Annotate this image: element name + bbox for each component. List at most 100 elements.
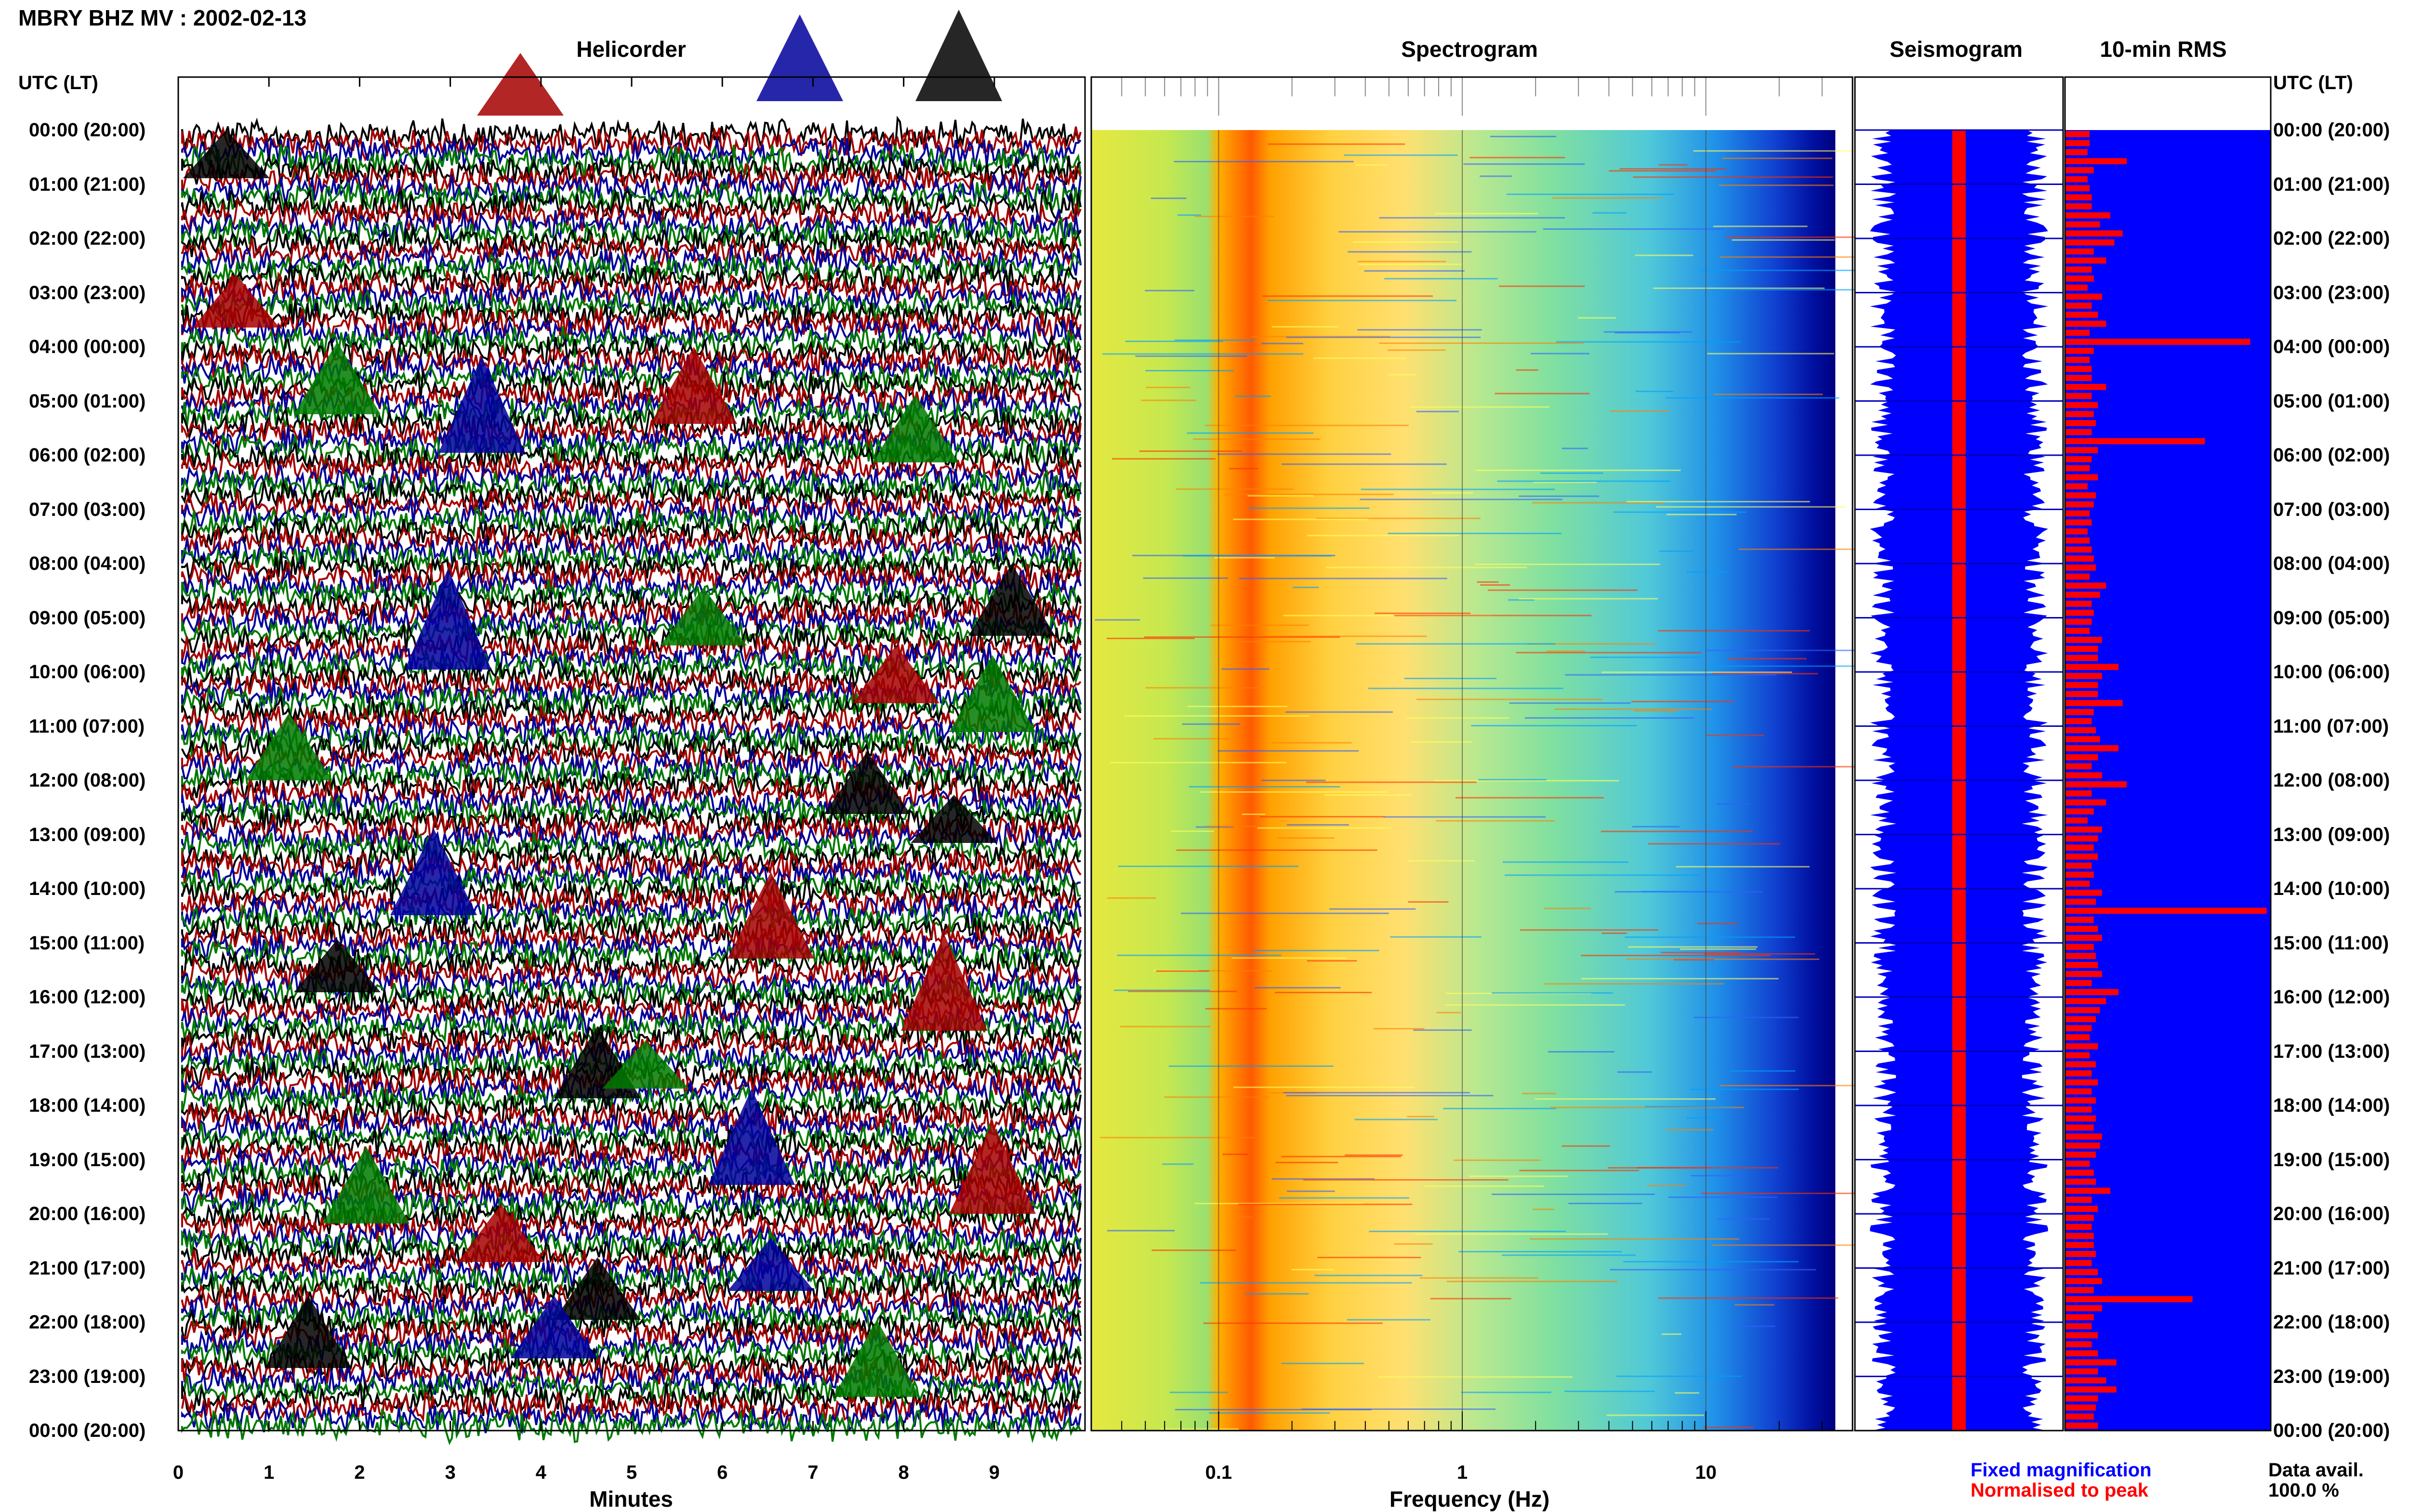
rms-bar	[2065, 320, 2106, 327]
rms-bar	[2065, 628, 2090, 634]
rms-bar	[2065, 185, 2090, 192]
spectrogram-streak	[1456, 797, 1604, 799]
helicorder-trace	[181, 1210, 1082, 1245]
spectrogram-streak	[1338, 231, 1537, 233]
spectrogram-streak	[1712, 673, 1818, 675]
helicorder-event	[911, 795, 997, 843]
rms-bar	[2065, 926, 2098, 932]
rms-bar	[2065, 312, 2098, 318]
spectrogram-streak	[1519, 1170, 1639, 1171]
rms-bar	[2065, 953, 2096, 959]
rms-bar	[2065, 203, 2092, 210]
panel-frame	[177, 76, 1086, 1432]
spectrogram-streak	[1615, 332, 1680, 334]
time-label-left: 06:00 (02:00)	[29, 445, 146, 466]
rms-bar	[2065, 664, 2119, 670]
spectrogram-streak	[1520, 929, 1658, 931]
plot-title: MBRY BHZ MV : 2002-02-13	[18, 5, 307, 30]
spectrogram-streak	[1562, 447, 1588, 449]
spectrogram-streak	[1590, 657, 1702, 658]
helicorder-event	[554, 1257, 641, 1320]
spectrogram-tick-label: 10	[1695, 1462, 1717, 1483]
rms-bar	[2065, 980, 2092, 986]
helicorder-tick-label: 5	[626, 1462, 637, 1483]
helicorder-event	[323, 1146, 410, 1223]
spectrogram-streak	[1307, 535, 1459, 537]
spectrogram-streak	[1609, 170, 1717, 172]
helicorder-event	[405, 568, 491, 670]
legend-fixed-magnification: Fixed magnification	[1971, 1459, 2152, 1481]
rms-bar	[2065, 302, 2092, 309]
spectrogram-streak	[1303, 1179, 1509, 1181]
rms-bar	[2065, 1422, 2098, 1429]
helicorder-trace	[181, 1308, 1082, 1346]
spectrogram-streak	[1117, 954, 1282, 956]
helicorder-event	[756, 14, 843, 101]
spectrogram-streak	[1436, 1012, 1461, 1013]
spectrogram-streak	[1544, 907, 1591, 909]
spectrogram-streak	[1445, 1004, 1625, 1006]
helicorder-trace	[181, 1137, 1082, 1173]
rms-bar	[2065, 1151, 2096, 1158]
spectrogram-streak	[1548, 1051, 1615, 1053]
spectrogram-streak	[1658, 630, 1810, 631]
spectrogram-streak	[1499, 285, 1585, 287]
spectrogram-streak	[1619, 168, 1727, 170]
spectrogram-streak	[1200, 791, 1387, 793]
spectrogram-streak	[1720, 256, 1891, 258]
spectrogram-streak	[1502, 861, 1628, 863]
time-label-right: 10:00 (06:00)	[2273, 661, 2390, 683]
rms-bar	[2065, 691, 2098, 697]
rms-bar	[2065, 1070, 2092, 1077]
rms-bar	[2065, 420, 2096, 426]
spectrogram-streak	[1271, 1178, 1375, 1180]
spectrogram-streak	[1546, 650, 1586, 652]
rms-bar	[2065, 167, 2094, 173]
spectrogram-streak	[1214, 557, 1275, 559]
spectrogram-streak	[1458, 1251, 1622, 1253]
spectrogram-streak	[1196, 826, 1234, 828]
spectrogram-streak	[1416, 698, 1603, 700]
rms-bar	[2065, 1242, 2094, 1248]
spectrogram-streak	[1146, 386, 1191, 388]
spectrogram-streak	[1151, 197, 1187, 199]
spectrogram-streak	[1490, 135, 1556, 137]
helicorder-tick-label: 4	[535, 1462, 546, 1483]
rms-bar	[2065, 348, 2094, 354]
rms-bar	[2065, 1296, 2193, 1302]
spectrogram-streak	[1615, 891, 1763, 893]
spectrogram-streak	[1666, 1129, 1714, 1131]
helicorder-event	[728, 872, 814, 959]
helicorder-trace	[181, 1019, 1082, 1056]
spectrogram-streak	[1701, 1193, 1863, 1195]
spectrogram-streak	[1738, 548, 1885, 550]
rms-bar	[2065, 1404, 2096, 1411]
spectrogram-streak	[1361, 488, 1555, 490]
rms-bar	[2065, 212, 2110, 219]
spectrogram-streak	[1410, 406, 1549, 408]
helicorder-trace	[181, 269, 1082, 307]
rms-bar	[2065, 1016, 2096, 1023]
rms-bar	[2065, 221, 2100, 228]
time-label-right: 14:00 (10:00)	[2273, 878, 2390, 899]
spectrogram-streak	[1519, 495, 1600, 497]
rms-bar	[2065, 1170, 2094, 1176]
rms-bar	[2065, 573, 2090, 580]
rms-bar	[2065, 835, 2098, 842]
helicorder-trace	[181, 1237, 1082, 1272]
helicorder-event	[968, 564, 1055, 636]
spectrogram-streak	[1379, 342, 1584, 344]
time-label-left: 22:00 (18:00)	[29, 1312, 146, 1333]
spectrogram-streak	[1257, 827, 1392, 829]
spectrogram-streak	[1118, 866, 1299, 868]
spectrogram-streak	[1233, 518, 1369, 520]
spectrogram-streak	[1317, 1257, 1421, 1259]
helicorder-trace	[181, 1155, 1082, 1193]
spectrogram-streak	[1707, 353, 1834, 355]
rms-bar	[2065, 1269, 2098, 1275]
spectrogram-streak	[1347, 1319, 1430, 1321]
spectrogram-streak	[1353, 241, 1459, 243]
spectrogram-streak	[1413, 1029, 1472, 1031]
spectrogram-streak	[1666, 397, 1840, 399]
spectrogram-streak	[1168, 1065, 1334, 1067]
